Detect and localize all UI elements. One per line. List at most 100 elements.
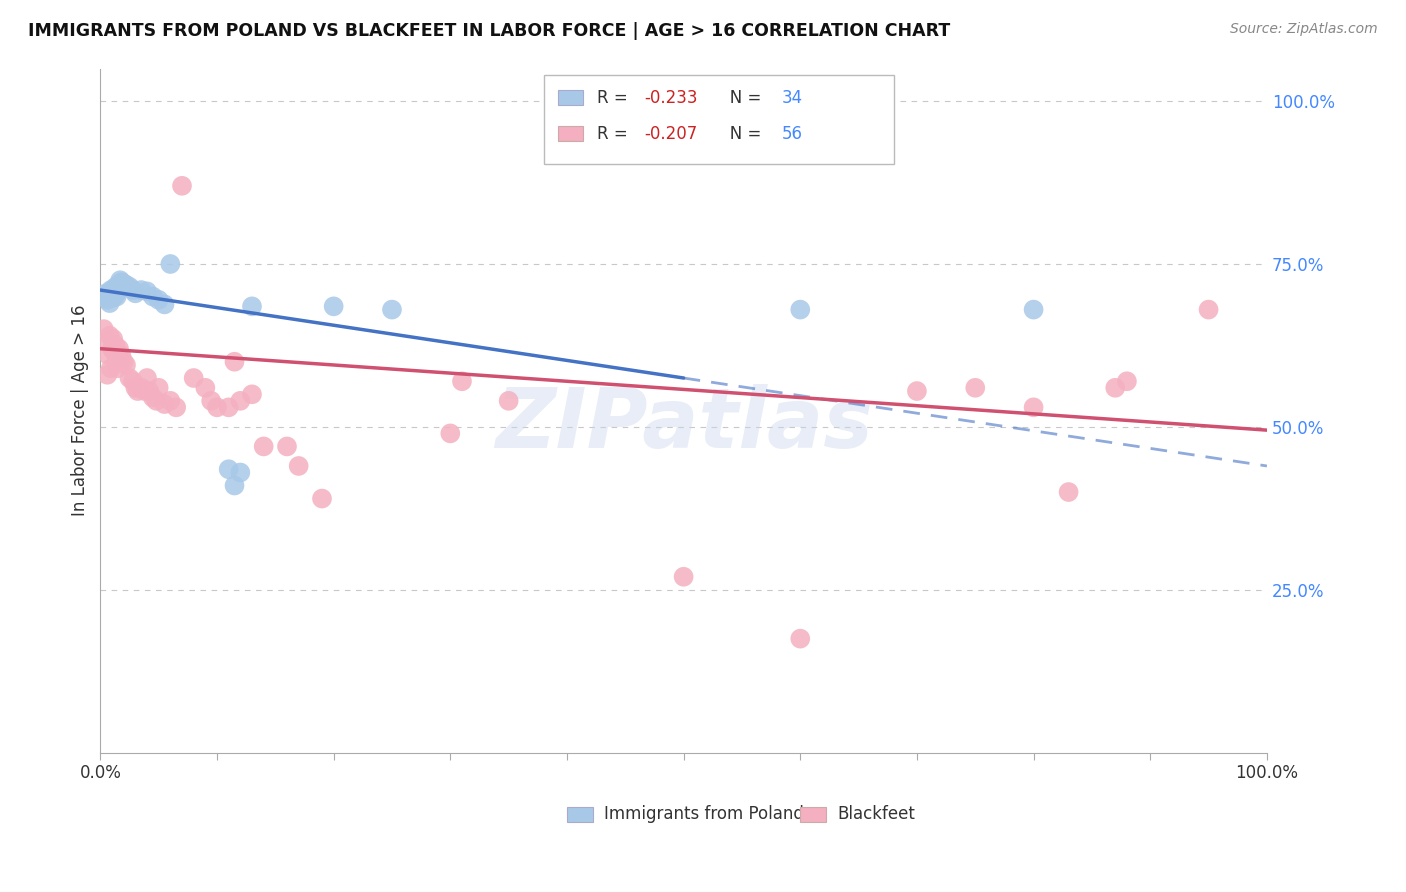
Text: R =: R = — [598, 125, 633, 143]
Point — [96, 368, 118, 382]
Point — [104, 338, 127, 352]
Point — [224, 355, 246, 369]
Point — [96, 286, 118, 301]
Point — [240, 387, 263, 401]
Point — [122, 283, 145, 297]
Text: 56: 56 — [782, 125, 803, 143]
Point — [100, 283, 122, 297]
Point — [218, 401, 240, 415]
Point — [97, 289, 120, 303]
Point — [789, 302, 811, 317]
Point — [115, 358, 138, 372]
Point — [103, 345, 125, 359]
FancyBboxPatch shape — [567, 806, 593, 822]
Point — [276, 439, 298, 453]
Point — [145, 393, 167, 408]
Point — [200, 393, 222, 408]
Point — [98, 296, 121, 310]
Point — [183, 371, 205, 385]
Point — [134, 384, 156, 398]
Point — [153, 397, 176, 411]
Point — [105, 355, 128, 369]
Point — [148, 381, 170, 395]
FancyBboxPatch shape — [544, 75, 894, 164]
Point — [136, 371, 159, 385]
Point — [112, 355, 135, 369]
Y-axis label: In Labor Force | Age > 16: In Labor Force | Age > 16 — [72, 305, 89, 516]
Point — [1022, 401, 1045, 415]
Point — [253, 439, 276, 453]
Point — [498, 393, 520, 408]
Point — [322, 299, 344, 313]
Point — [98, 328, 121, 343]
Point — [142, 289, 165, 303]
Point — [108, 342, 131, 356]
Point — [965, 381, 987, 395]
Text: -0.207: -0.207 — [644, 125, 697, 143]
Point — [1104, 381, 1126, 395]
Point — [107, 285, 129, 299]
Point — [224, 478, 246, 492]
Text: 34: 34 — [782, 89, 803, 107]
Point — [159, 393, 181, 408]
Point — [101, 291, 124, 305]
Text: N =: N = — [714, 89, 766, 107]
Point — [115, 277, 138, 292]
Point — [138, 384, 160, 398]
Point — [124, 286, 146, 301]
Point — [165, 401, 187, 415]
Point — [107, 361, 129, 376]
Point — [229, 466, 252, 480]
Point — [136, 285, 159, 299]
Point — [205, 401, 228, 415]
Point — [451, 374, 474, 388]
Point — [311, 491, 333, 506]
Text: N =: N = — [714, 125, 766, 143]
Point — [905, 384, 928, 398]
Point — [118, 280, 141, 294]
Point — [1057, 485, 1080, 500]
Point — [93, 289, 115, 303]
Point — [96, 293, 118, 307]
Point — [112, 277, 135, 291]
Point — [97, 348, 120, 362]
Point — [108, 277, 131, 292]
Point — [105, 289, 128, 303]
Point — [96, 335, 118, 350]
Point — [142, 391, 165, 405]
Point — [170, 178, 193, 193]
Point — [287, 458, 309, 473]
Point — [129, 283, 152, 297]
Text: ZIPatlas: ZIPatlas — [495, 384, 873, 465]
Point — [1116, 374, 1139, 388]
Point — [101, 342, 124, 356]
Point — [1022, 302, 1045, 317]
Point — [439, 426, 461, 441]
Text: R =: R = — [598, 89, 633, 107]
Point — [159, 257, 181, 271]
Point — [104, 280, 127, 294]
Point — [240, 299, 263, 313]
Text: -0.233: -0.233 — [644, 89, 697, 107]
Point — [108, 355, 131, 369]
Point — [110, 275, 132, 289]
Point — [789, 632, 811, 646]
Text: IMMIGRANTS FROM POLAND VS BLACKFEET IN LABOR FORCE | AGE > 16 CORRELATION CHART: IMMIGRANTS FROM POLAND VS BLACKFEET IN L… — [28, 22, 950, 40]
Point — [129, 381, 152, 395]
Text: Source: ZipAtlas.com: Source: ZipAtlas.com — [1230, 22, 1378, 37]
FancyBboxPatch shape — [558, 126, 583, 141]
Point — [148, 293, 170, 307]
Point — [194, 381, 217, 395]
Point — [122, 374, 145, 388]
Point — [127, 384, 149, 398]
FancyBboxPatch shape — [558, 90, 583, 105]
FancyBboxPatch shape — [800, 806, 825, 822]
Text: Immigrants from Poland: Immigrants from Poland — [605, 805, 804, 823]
Point — [124, 381, 146, 395]
Point — [218, 462, 240, 476]
Point — [1198, 302, 1220, 317]
Point — [108, 273, 131, 287]
Point — [153, 297, 176, 311]
Point — [672, 570, 695, 584]
Point — [100, 361, 122, 376]
